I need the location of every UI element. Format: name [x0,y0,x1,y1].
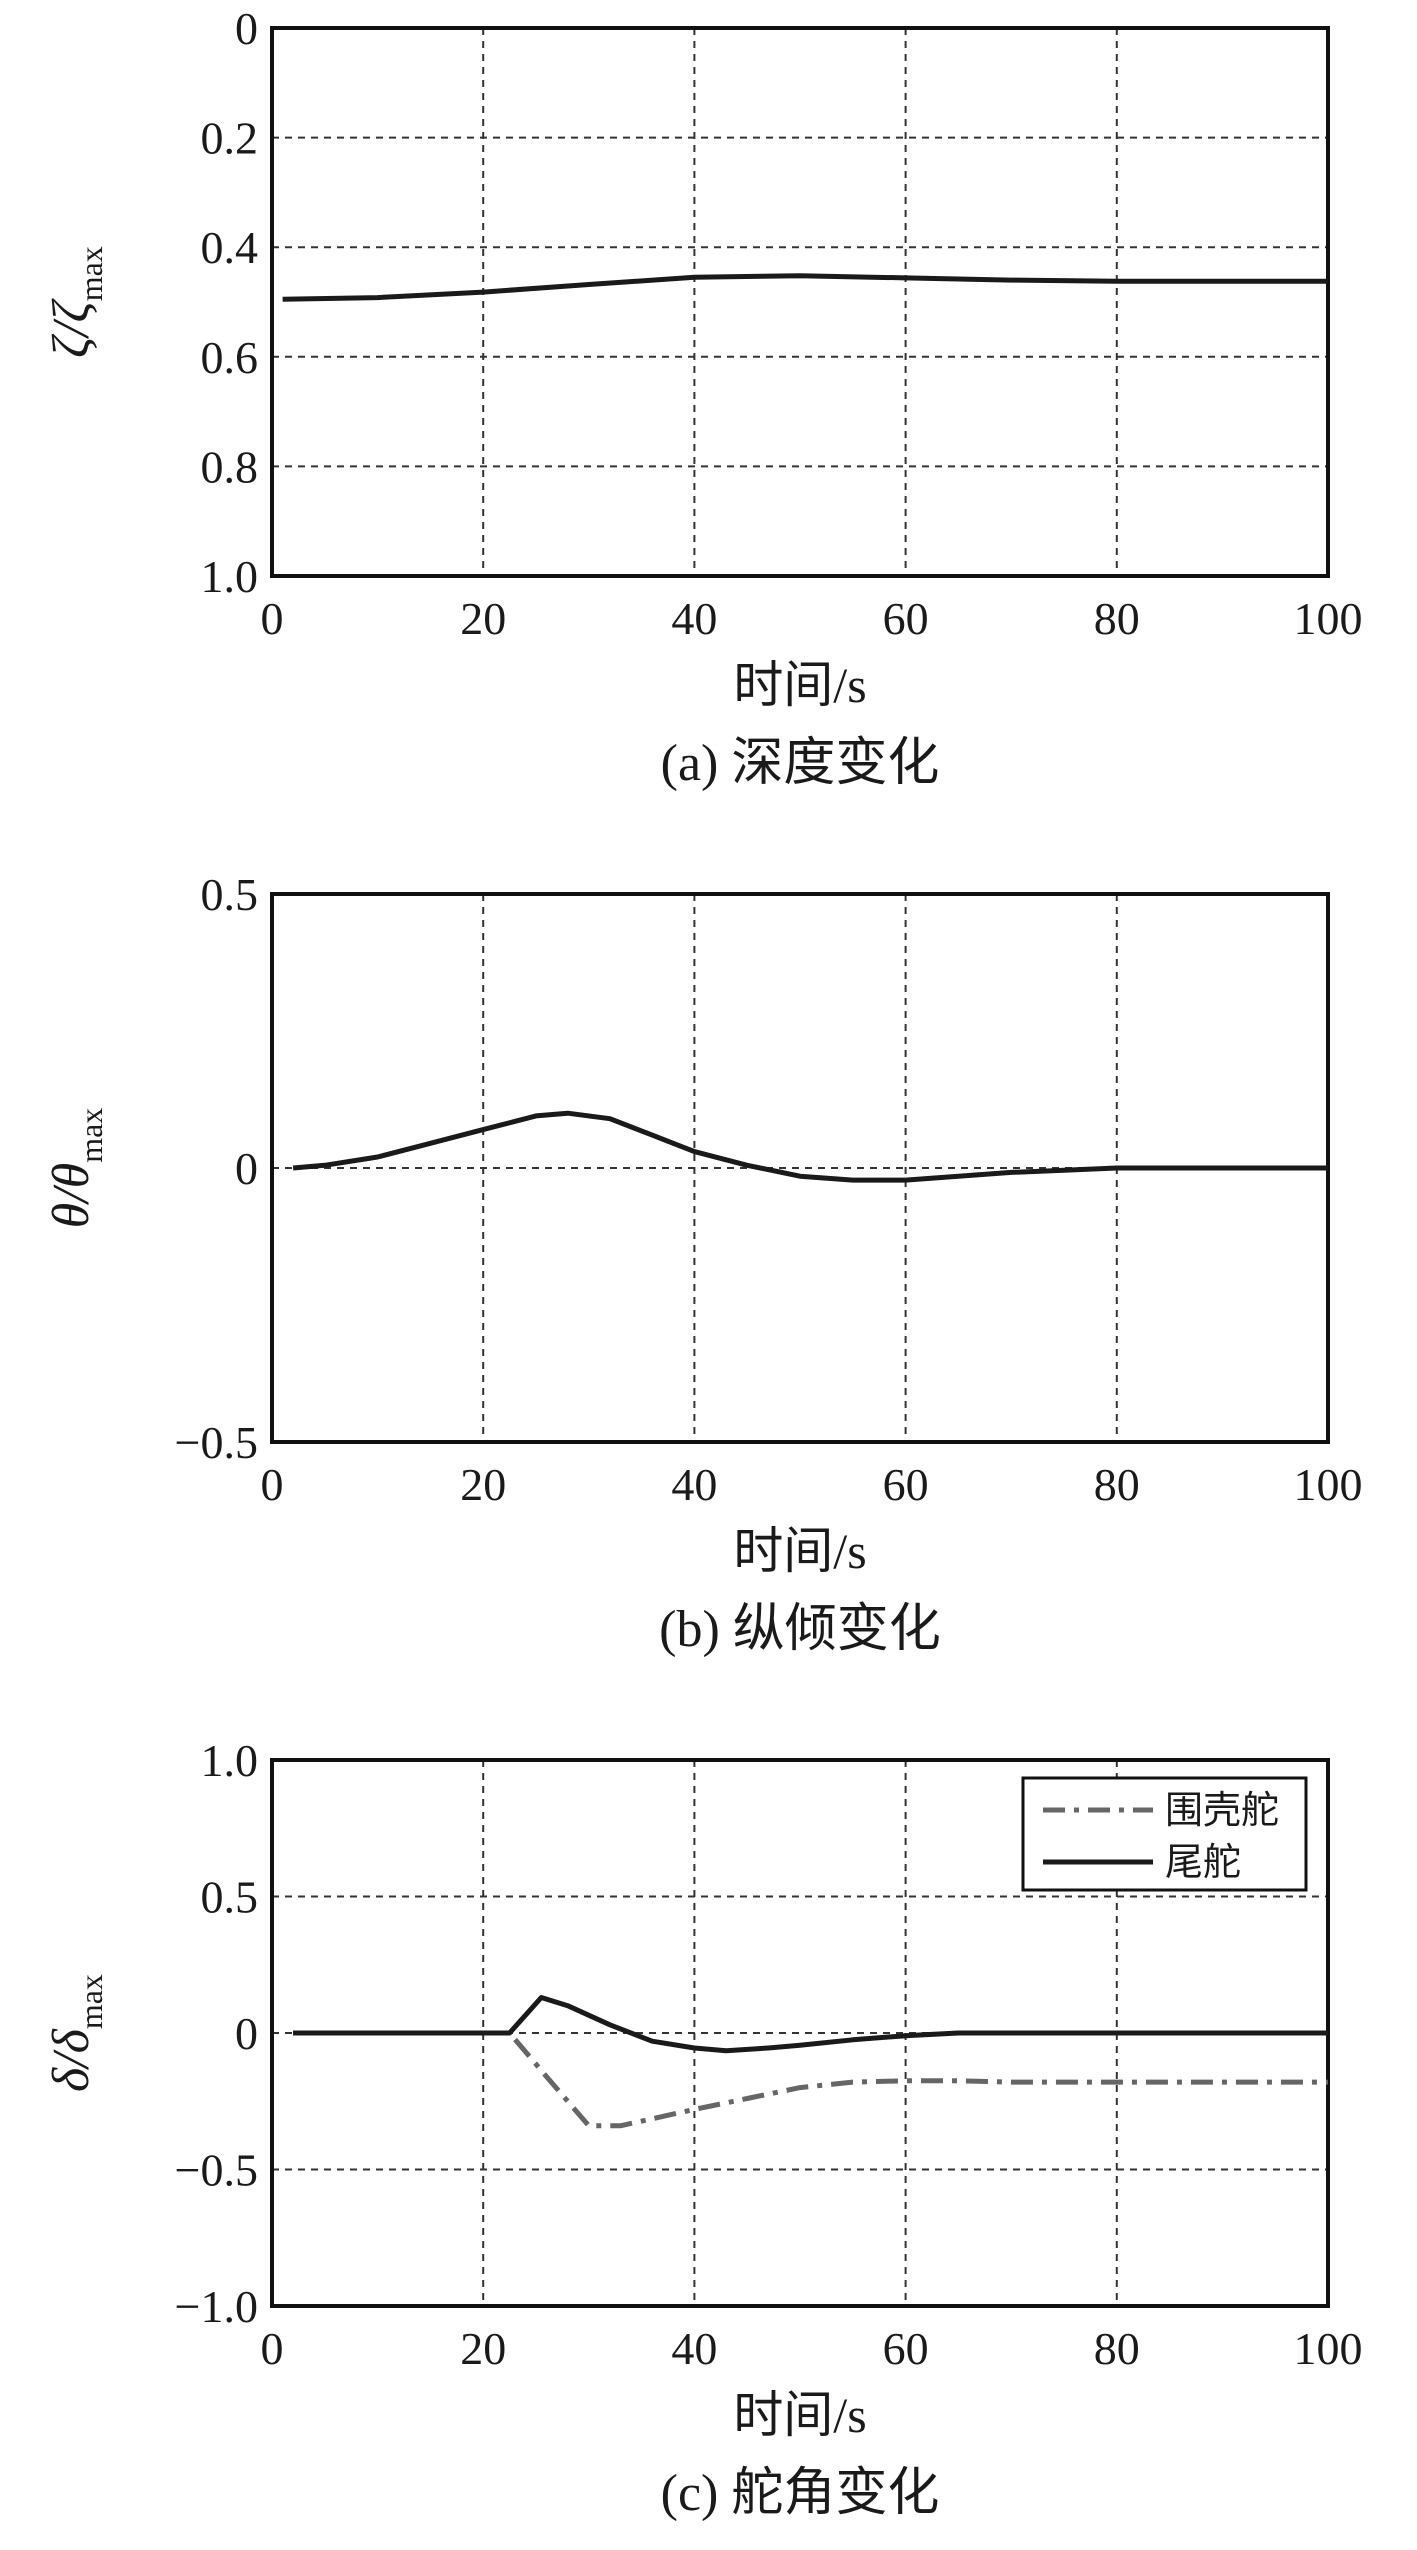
legend-box [1021,1776,1308,1892]
y-tick-label: 0.6 [201,332,259,383]
x-tick-label: 40 [671,1459,717,1510]
y-tick-label: 1.0 [201,551,259,602]
x-tick-label: 100 [1294,1459,1363,1510]
y-tick-label: 0 [235,3,258,54]
y-axis-label-sub: max [73,1108,109,1163]
y-tick-label: 1.0 [201,1735,259,1786]
chart-a: 0 20 40 60 80 100 0 0.2 0.4 0.6 0.8 1.0 时间/s (a) 深度变化… [43,3,1363,792]
legend-label-2: 尾舵 [1165,1842,1241,1884]
y-tick-label: 0 [235,1143,258,1194]
y-axis-label-sub: max [73,1974,109,2029]
x-tick-label: 60 [883,593,929,644]
x-tick-label: 40 [671,593,717,644]
x-tick-label: 80 [1094,2323,1140,2374]
x-tick-label: 100 [1294,593,1363,644]
chart-caption: (a) 深度变化 [661,735,940,792]
y-axis-label-main: ζ/ζ [43,298,100,357]
x-tick-label: 0 [261,1459,284,1510]
x-tick-label: 80 [1094,1459,1140,1510]
y-axis-label-main: δ/δ [43,2028,100,2092]
x-tick-label: 60 [883,2323,929,2374]
y-tick-label: 0.4 [201,222,259,273]
x-tick-label: 100 [1294,2323,1363,2374]
chart-caption: (c) 舵角变化 [661,2465,940,2522]
series-line-2 [293,1995,1328,2054]
chart-c: 0 20 40 60 80 100 −1.0 −0.5 0 0.5 1.0 时间/s (c) 舵角变化 δ… [43,1735,1363,2522]
x-tick-label: 20 [460,593,506,644]
y-axis-label-sub: max [73,246,109,301]
plot-frame [270,26,1330,578]
y-tick-label: −1.0 [175,2281,258,2332]
legend-label-1: 围壳舵 [1165,1790,1279,1832]
y-axis-label: δ/δmax [43,1974,109,2092]
x-axis-label: 时间/s [733,1523,866,1579]
x-tick-label: 0 [261,593,284,644]
y-tick-label: 0.5 [201,1872,259,1923]
series-line-1 [293,2030,1328,2129]
x-tick-label: 20 [460,2323,506,2374]
y-tick-label: 0.2 [201,113,259,164]
y-tick-label: 0 [235,2008,258,2059]
x-tick-label: 20 [460,1459,506,1510]
y-tick-label: 0.5 [201,869,259,920]
x-axis-label: 时间/s [733,657,866,713]
y-tick-label: −0.5 [175,1417,258,1468]
x-axis-label: 时间/s [733,2387,866,2443]
x-tick-label: 80 [1094,593,1140,644]
x-tick-label: 40 [671,2323,717,2374]
y-axis-label: θ/θmax [43,1108,109,1229]
x-tick-label: 0 [261,2323,284,2374]
series-line-1 [292,1110,1328,1183]
y-axis-label: ζ/ζmax [43,246,109,358]
y-axis-label-main: θ/θ [43,1163,100,1229]
y-tick-label: −0.5 [175,2145,258,2196]
x-tick-label: 60 [883,1459,929,1510]
chart-caption: (b) 纵倾变化 [659,1601,941,1658]
series-line-1 [282,273,1328,302]
y-tick-label: 0.8 [201,441,259,492]
